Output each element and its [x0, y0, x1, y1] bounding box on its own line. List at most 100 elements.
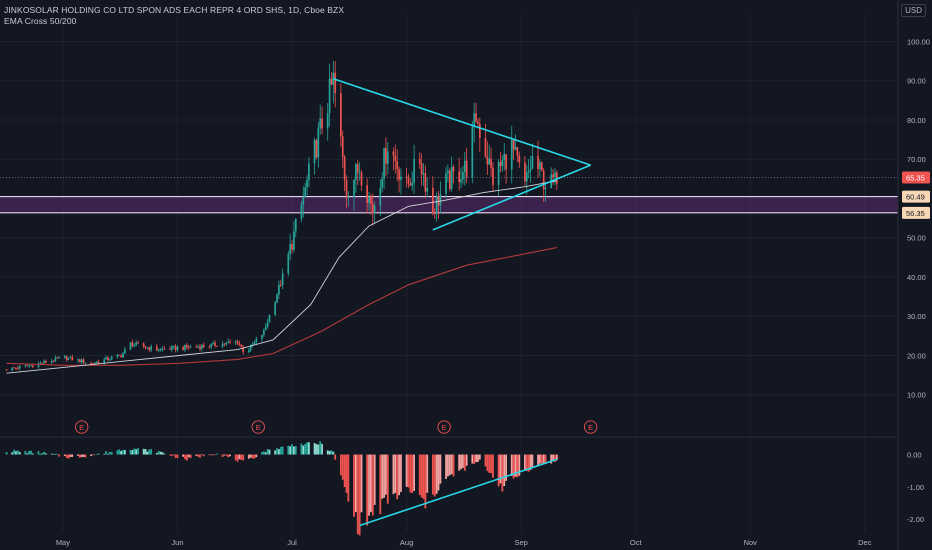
- histogram-bar: [255, 454, 258, 458]
- histogram-bar: [445, 454, 447, 479]
- histogram-bar: [65, 454, 68, 458]
- histogram-bar: [172, 454, 175, 456]
- histogram-bar: [510, 454, 513, 476]
- histogram-bar: [473, 454, 476, 464]
- histogram-bar: [137, 448, 139, 455]
- histogram-bar: [499, 454, 502, 484]
- histogram-bar: [458, 454, 461, 471]
- histogram-bar: [238, 454, 241, 460]
- candle: [109, 359, 111, 361]
- candle: [11, 367, 14, 371]
- histogram-bar: [514, 454, 517, 477]
- histogram-bar: [97, 453, 100, 455]
- histogram-bar: [475, 454, 477, 463]
- histogram-bar: [170, 454, 173, 457]
- histogram-bar: [304, 443, 307, 455]
- histogram-bar: [39, 454, 42, 455]
- histogram-bar: [452, 454, 455, 477]
- candle: [373, 205, 376, 214]
- y-tick-label: 20.00: [907, 351, 926, 360]
- candle: [291, 244, 293, 250]
- candle: [122, 353, 124, 358]
- histogram-bar: [261, 452, 263, 455]
- histogram-bar: [326, 450, 329, 455]
- candle: [475, 113, 477, 122]
- candle: [90, 362, 92, 364]
- candle: [118, 354, 121, 356]
- histogram-bar: [420, 454, 423, 498]
- histogram-bar: [503, 454, 506, 487]
- candle: [32, 365, 34, 368]
- candle: [392, 151, 395, 156]
- histogram-bar: [287, 445, 290, 455]
- candle: [199, 346, 201, 349]
- candle: [345, 179, 348, 198]
- histogram-bar: [150, 449, 153, 455]
- candle: [287, 254, 290, 274]
- histogram-bar: [437, 454, 440, 491]
- candle: [39, 363, 42, 364]
- currency-button[interactable]: USD: [901, 4, 926, 17]
- candle: [84, 362, 87, 364]
- candle: [544, 188, 547, 190]
- x-tick-label: May: [56, 538, 70, 547]
- candle: [197, 346, 199, 348]
- candle: [229, 341, 231, 343]
- candle: [448, 170, 451, 189]
- candle: [37, 363, 40, 368]
- candle: [308, 163, 310, 180]
- earnings-marker: [75, 420, 89, 434]
- histogram-bar: [277, 449, 280, 455]
- candle: [227, 341, 230, 343]
- histogram-bar: [379, 454, 382, 515]
- earnings-marker: [437, 420, 451, 434]
- candle: [144, 346, 147, 348]
- histogram-bar: [550, 454, 553, 464]
- histogram-bar: [159, 451, 162, 455]
- candle: [294, 218, 297, 232]
- candle: [518, 155, 521, 163]
- symbol-title: JINKOSOLAR HOLDING CO LTD SPON ADS EACH …: [4, 5, 345, 15]
- histogram-bar: [200, 454, 203, 456]
- candle: [447, 170, 449, 174]
- candle: [340, 93, 342, 137]
- histogram-bar: [398, 454, 400, 496]
- earnings-label: E: [79, 423, 84, 432]
- candle: [253, 341, 256, 345]
- histogram-bar: [107, 453, 109, 455]
- histogram-bar: [334, 454, 337, 460]
- histogram-bar: [274, 450, 277, 455]
- histogram-bar: [478, 454, 481, 460]
- candle: [15, 367, 17, 369]
- y-tick-label: 0.00: [907, 451, 922, 460]
- histogram-bar: [236, 454, 239, 462]
- histogram-bar: [293, 446, 295, 455]
- candle: [77, 359, 79, 361]
- candle: [268, 314, 271, 323]
- x-tick-label: Jul: [287, 538, 297, 547]
- histogram-bar: [189, 454, 192, 459]
- histogram-bar: [63, 454, 66, 456]
- candle: [439, 193, 442, 206]
- candle: [488, 158, 491, 165]
- indicator-label[interactable]: EMA Cross 50/200: [4, 16, 77, 26]
- x-tick-label: Sep: [514, 538, 527, 547]
- histogram-bar: [110, 451, 113, 455]
- histogram-bar: [392, 454, 395, 495]
- histogram-bar: [15, 451, 17, 455]
- histogram-bar: [184, 454, 186, 460]
- y-tick-label: 90.00: [907, 77, 926, 86]
- histogram-bar: [43, 451, 46, 455]
- candle: [516, 147, 519, 156]
- ema50-line: [6, 180, 557, 374]
- candle: [317, 128, 320, 158]
- histogram-bar: [122, 449, 124, 455]
- histogram-bar: [525, 454, 528, 472]
- candle: [326, 113, 329, 129]
- histogram-bar: [313, 443, 316, 455]
- histogram-bar: [84, 454, 87, 458]
- histogram-bar: [242, 454, 245, 461]
- oscillator-trendline: [359, 458, 558, 527]
